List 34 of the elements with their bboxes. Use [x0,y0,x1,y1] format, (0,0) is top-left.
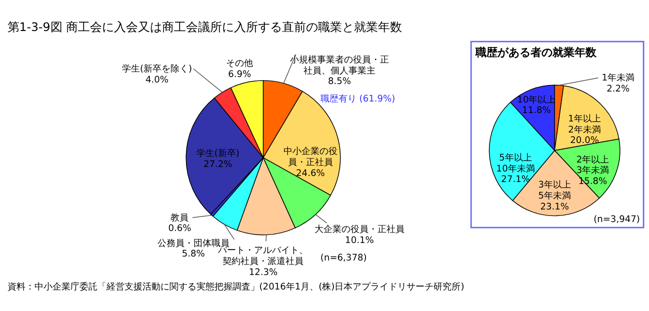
slice-label: 3年以上5年未満 [538,180,571,202]
data-label: 8.5% [328,77,352,88]
slice-label: 1年以上2年未満 [568,113,601,136]
slice-label: 大企業の役員・正社員 [314,224,404,236]
data-label: 0.6% [168,224,192,234]
text: (n=3,947) [594,215,640,226]
slice-label: 学生(新卒を除く) [122,63,192,74]
text: 第1-3-9図 商工会に入会又は商工会議所に入所する直前の職業と就業年数 [7,20,402,34]
slice-label: 1年未満 [602,72,635,84]
text: 職歴有り (61.9%) [320,93,396,104]
data-label: 2.2% [606,84,630,94]
slice-label: 公務員・団体職員 [157,238,230,249]
data-label: 5.8% [182,250,206,260]
data-label: 20.0% [570,136,600,146]
text: (n=6,378) [320,253,367,264]
data-label: 27.2% [203,160,233,170]
slice-label: その他 [226,58,254,70]
slice-label: 2年以上3年未満 [576,154,610,176]
data-label: 10.1% [345,236,374,246]
data-label: 23.1% [540,202,570,212]
text: 資料：中小企業庁委託「経営支援活動に関する実態把握調査」(2016年1月、(株)日本アプライドリサーチ研究所) [7,281,464,292]
data-label: 11.8% [522,106,552,116]
data-label: 6.9% [228,70,252,80]
slice-label: パート・アルバイト、契約社員・派遣社員 [217,246,308,267]
slice-label: 教員 [170,212,189,224]
data-label: 27.1% [501,175,530,186]
chart-title: 職歴がある者の就業年数 [474,46,598,60]
slice-label: 小規模事業者の役員・正社員、個人事業主 [290,54,389,76]
data-label: 4.0% [146,75,169,86]
slice-label: 5年以上10年未満 [496,152,535,174]
slice-label: 学生(新卒) [196,148,240,159]
data-label: 24.6% [296,168,326,179]
slice-label: 中小企業の役員・正社員 [283,146,338,168]
data-label: 12.3% [248,268,278,278]
